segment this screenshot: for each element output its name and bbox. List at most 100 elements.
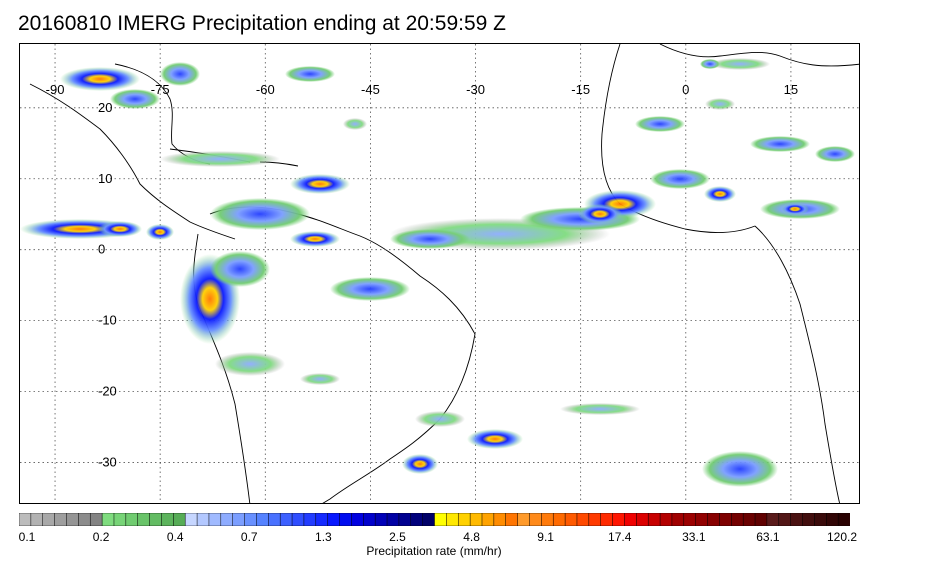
precipitation-field <box>20 58 855 487</box>
colorbar-swatch <box>754 513 768 526</box>
colorbar-swatch <box>529 513 542 526</box>
colorbar-swatch <box>256 513 269 526</box>
map-title: 20160810 IMERG Precipitation ending at 2… <box>18 12 506 35</box>
colorbar-tick: 0.7 <box>240 530 258 544</box>
colorbar-swatch <box>196 513 210 526</box>
colorbar-swatch <box>161 513 174 526</box>
colorbar-tick: 33.1 <box>682 530 706 544</box>
colorbar-swatch <box>363 513 376 526</box>
longitude-label: 0 <box>682 82 689 97</box>
colorbar-tick: 2.5 <box>389 530 406 544</box>
latitude-label: -20 <box>98 384 117 399</box>
colorbar-swatch <box>268 513 281 526</box>
latitude-label: -30 <box>98 454 117 469</box>
colorbar-swatch <box>137 513 151 526</box>
longitude-label: -75 <box>151 82 170 97</box>
colorbar-swatch <box>434 513 447 526</box>
colorbar-swatch <box>481 513 495 526</box>
colorbar-tick: 120.2 <box>826 530 858 544</box>
colorbar-swatch <box>576 513 590 526</box>
colorbar-swatch <box>636 513 649 526</box>
colorbar-swatch <box>398 513 412 526</box>
colorbar-swatch <box>457 513 471 526</box>
latitude-label: -10 <box>98 313 117 328</box>
latitude-label: 0 <box>98 242 105 257</box>
colorbar-swatch <box>541 513 554 526</box>
colorbar-swatch <box>766 513 780 526</box>
lat-lon-grid <box>20 44 859 503</box>
longitude-label: -45 <box>361 82 380 97</box>
colorbar-swatch <box>826 513 839 526</box>
colorbar-swatch <box>113 513 127 526</box>
colorbar-swatch <box>790 513 804 526</box>
colorbar <box>19 513 850 526</box>
longitude-label: -90 <box>46 82 65 97</box>
colorbar-swatch <box>422 513 436 526</box>
colorbar-swatch <box>671 513 685 526</box>
colorbar-swatch <box>386 513 400 526</box>
colorbar-tick: 63.1 <box>756 530 780 544</box>
colorbar-swatch <box>374 513 388 526</box>
colorbar-label: Precipitation rate (mm/hr) <box>366 544 502 558</box>
longitude-label: -15 <box>571 82 590 97</box>
colorbar-swatch <box>719 513 732 526</box>
latitude-label: 10 <box>98 171 112 186</box>
colorbar-swatch <box>600 513 614 526</box>
colorbar-swatch <box>184 513 198 526</box>
colorbar-swatch <box>78 513 91 526</box>
colorbar-tick: 0.2 <box>92 530 110 544</box>
colorbar-swatch <box>802 513 815 526</box>
colorbar-swatch <box>731 513 744 526</box>
colorbar-swatch <box>244 513 257 526</box>
colorbar-swatch <box>19 513 32 526</box>
colorbar-tick: 1.3 <box>315 530 332 544</box>
colorbar-swatch <box>173 513 186 526</box>
colorbar-swatch <box>446 513 459 526</box>
colorbar-swatch <box>505 513 519 526</box>
colorbar-swatch <box>303 513 317 526</box>
colorbar-swatch <box>327 513 341 526</box>
longitude-label: -30 <box>466 82 485 97</box>
colorbar-swatch <box>659 513 673 526</box>
colorbar-swatch <box>410 513 424 526</box>
latitude-label: 20 <box>98 100 112 115</box>
colorbar-swatch <box>208 513 222 526</box>
coastlines <box>29 44 859 503</box>
colorbar-swatch <box>89 513 103 526</box>
colorbar-swatch <box>220 513 234 526</box>
colorbar-swatch <box>339 513 352 526</box>
colorbar-tick: 17.4 <box>608 530 632 544</box>
colorbar-swatch <box>837 513 850 526</box>
colorbar-tick-labels: 0.1 0.2 0.4 0.7 1.3 2.5 4.8 9.1 17.4 33.1 63.1 120.… <box>0 530 944 544</box>
colorbar-swatch <box>778 513 792 526</box>
colorbar-tick: 0.4 <box>166 530 184 544</box>
colorbar-swatch <box>647 513 661 526</box>
map-panel: -90 -75 -60 -45 -30 -15 0 15 20 10 0 -10 -20 -30 <box>19 43 860 504</box>
colorbar-swatch <box>101 513 115 526</box>
colorbar-swatch <box>552 513 566 526</box>
colorbar-swatch <box>707 513 720 526</box>
colorbar-swatch <box>612 513 625 526</box>
colorbar-swatch <box>279 513 293 526</box>
colorbar-swatch <box>588 513 602 526</box>
colorbar-swatch <box>54 513 68 526</box>
colorbar-swatch <box>624 513 637 526</box>
longitude-label: -60 <box>256 82 275 97</box>
colorbar-tick: 4.8 <box>463 530 480 544</box>
precipitation-map: -90 -75 -60 -45 -30 -15 0 15 20 10 0 -10 -20 -30 <box>20 44 859 503</box>
colorbar-swatch <box>351 513 364 526</box>
colorbar-tick: 9.1 <box>537 530 554 544</box>
colorbar-swatch <box>742 513 756 526</box>
colorbar-swatch <box>149 513 163 526</box>
colorbar-swatch <box>42 513 56 526</box>
colorbar-swatch <box>315 513 329 526</box>
colorbar-swatch <box>469 513 483 526</box>
colorbar-swatch <box>517 513 531 526</box>
colorbar-swatch <box>683 513 697 526</box>
longitude-label: 15 <box>784 82 798 97</box>
colorbar-swatch <box>814 513 827 526</box>
colorbar-swatch <box>291 513 305 526</box>
colorbar-swatch <box>564 513 578 526</box>
colorbar-swatch <box>493 513 507 526</box>
colorbar-tick: 0.1 <box>18 530 36 544</box>
